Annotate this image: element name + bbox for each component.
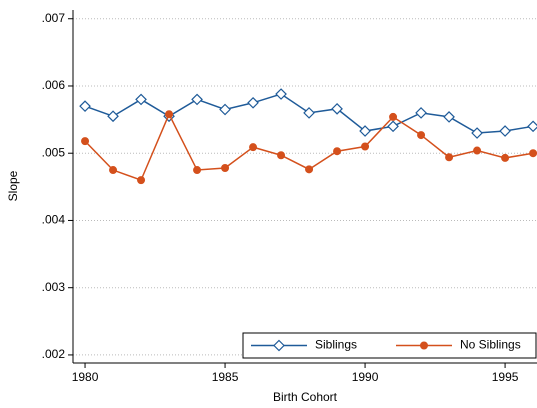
x-tick-label: 1985 [212,370,239,384]
marker [529,149,537,158]
marker [415,107,427,119]
y-tick-label: .002 [42,347,66,361]
marker [471,127,483,139]
marker [331,102,343,115]
marker [135,93,147,106]
marker [165,110,174,119]
marker [305,165,314,174]
marker [107,110,119,123]
marker [193,166,202,175]
marker [389,112,398,121]
marker [219,103,231,116]
x-axis-title: Birth Cohort [273,390,338,404]
marker [81,137,90,146]
marker [247,96,259,109]
marker [109,166,118,175]
y-tick-label: .006 [42,78,66,92]
marker [273,339,285,352]
legend-label: No Siblings [460,338,521,352]
marker [249,143,258,152]
marker [303,107,315,119]
marker [221,164,230,173]
y-tick-label: .005 [42,145,66,159]
marker [79,100,91,112]
marker [473,146,482,155]
marker [361,142,370,151]
y-tick-label: .004 [42,213,66,227]
marker [527,120,537,133]
marker [445,153,454,162]
marker [275,88,287,100]
x-tick-label: 1980 [72,370,99,384]
marker [333,147,342,156]
x-tick-label: 1990 [352,370,379,384]
marker [359,125,371,137]
marker [420,341,428,350]
marker [443,111,455,123]
x-tick-label: 1995 [492,370,519,384]
marker [387,120,399,133]
marker [417,131,426,140]
y-axis-title: Slope [6,170,20,201]
y-tick-label: .007 [42,11,66,25]
marker [501,153,510,162]
marker [191,93,203,106]
legend-label: Siblings [315,338,357,352]
y-tick-label: .003 [42,280,66,294]
marker [499,125,511,137]
marker [137,176,146,185]
marker [277,151,286,160]
